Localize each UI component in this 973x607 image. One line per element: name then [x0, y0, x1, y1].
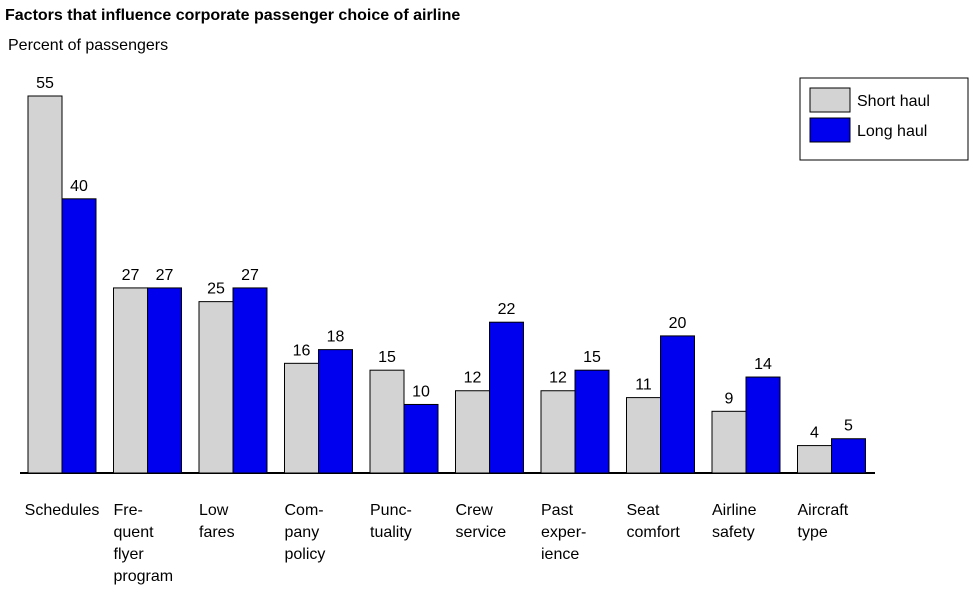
- value-label: 15: [583, 349, 601, 366]
- value-label: 12: [549, 370, 567, 387]
- bar: [797, 445, 832, 474]
- chart-subtitle: Percent of passengers: [8, 37, 168, 54]
- bar: [574, 369, 610, 474]
- x-tick-label-line: policy: [285, 546, 326, 563]
- bar: [318, 349, 353, 474]
- x-tick-label: Crew service: [456, 502, 507, 541]
- x-tick-label-line: fares: [199, 524, 235, 541]
- x-tick-label-line: Past: [541, 502, 574, 519]
- legend-label: Short haul: [857, 93, 930, 110]
- x-tick-label: Com-pany policy: [285, 502, 326, 563]
- value-label: 27: [241, 267, 259, 284]
- x-tick-label-line: type: [798, 524, 828, 541]
- value-label: 16: [293, 342, 311, 359]
- bar: [61, 198, 97, 474]
- bar: [489, 321, 524, 474]
- value-label: 12: [464, 370, 482, 387]
- bar: [455, 390, 490, 474]
- value-label: 15: [378, 349, 396, 366]
- bar: [113, 287, 148, 474]
- legend-swatch: [809, 117, 851, 143]
- value-label: 25: [207, 281, 225, 298]
- x-tick-label-line: Seat: [627, 502, 660, 519]
- bar: [745, 376, 781, 474]
- x-tick-label-line: Schedules: [25, 502, 100, 519]
- x-tick-label-line: exper-: [541, 524, 586, 541]
- x-tick-label-line: tuality: [370, 524, 412, 541]
- x-tick-label: Past exper-ience: [541, 502, 586, 563]
- legend-swatch: [809, 87, 851, 113]
- x-tick-label: Fre-quent flyer program: [114, 502, 174, 585]
- x-tick-label-line: Low: [199, 502, 229, 519]
- x-tick-label-line: Com-: [285, 502, 324, 519]
- x-tick-label: Punc-tuality: [370, 502, 412, 541]
- x-tick-label: Aircraft type: [798, 502, 849, 541]
- bar: [284, 362, 319, 474]
- bar: [147, 287, 182, 474]
- x-tick-label-line: ience: [541, 546, 579, 563]
- value-label: 27: [156, 267, 174, 284]
- x-tick-label-line: comfort: [627, 524, 681, 541]
- x-tick-label-line: quent: [114, 524, 155, 541]
- value-label: 20: [669, 315, 687, 332]
- x-tick-label-line: Punc-: [370, 502, 412, 519]
- x-tick-label-line: program: [114, 568, 174, 585]
- legend-label: Long haul: [857, 123, 927, 140]
- x-tick-label-line: Airline: [712, 502, 757, 519]
- value-label: 22: [498, 301, 516, 318]
- x-tick-label-line: safety: [712, 524, 755, 541]
- bar: [403, 403, 439, 474]
- bar: [831, 438, 866, 474]
- bar: [369, 369, 405, 474]
- value-label: 10: [412, 383, 430, 400]
- value-label: 14: [754, 356, 772, 373]
- value-label: 27: [122, 267, 140, 284]
- x-tick-label-line: Fre-: [114, 502, 143, 519]
- x-tick-label-line: service: [456, 524, 507, 541]
- bar: [198, 301, 234, 474]
- value-label: 55: [36, 75, 54, 92]
- x-tick-label-line: Aircraft: [798, 502, 849, 519]
- x-tick-label: Low fares: [199, 502, 235, 541]
- x-tick-label-line: Crew: [456, 502, 494, 519]
- bar: [27, 95, 63, 474]
- chart-title: Factors that influence corporate passeng…: [5, 7, 460, 24]
- value-label: 5: [844, 418, 853, 435]
- value-label: 18: [327, 329, 345, 346]
- value-label: 4: [810, 425, 819, 442]
- x-tick-label: Schedules: [25, 502, 100, 519]
- x-tick-label-line: pany: [285, 524, 320, 541]
- x-tick-label: Airline safety: [712, 502, 757, 541]
- x-tick-label: Seat comfort: [627, 502, 681, 541]
- bar: [711, 410, 747, 474]
- value-label: 11: [635, 377, 652, 394]
- value-label: 9: [725, 390, 734, 407]
- bar: [660, 335, 695, 474]
- x-tick-label-line: flyer: [114, 546, 145, 563]
- bar: [540, 390, 576, 474]
- bar: [232, 287, 268, 474]
- value-label: 40: [70, 178, 88, 195]
- bar: [626, 397, 661, 474]
